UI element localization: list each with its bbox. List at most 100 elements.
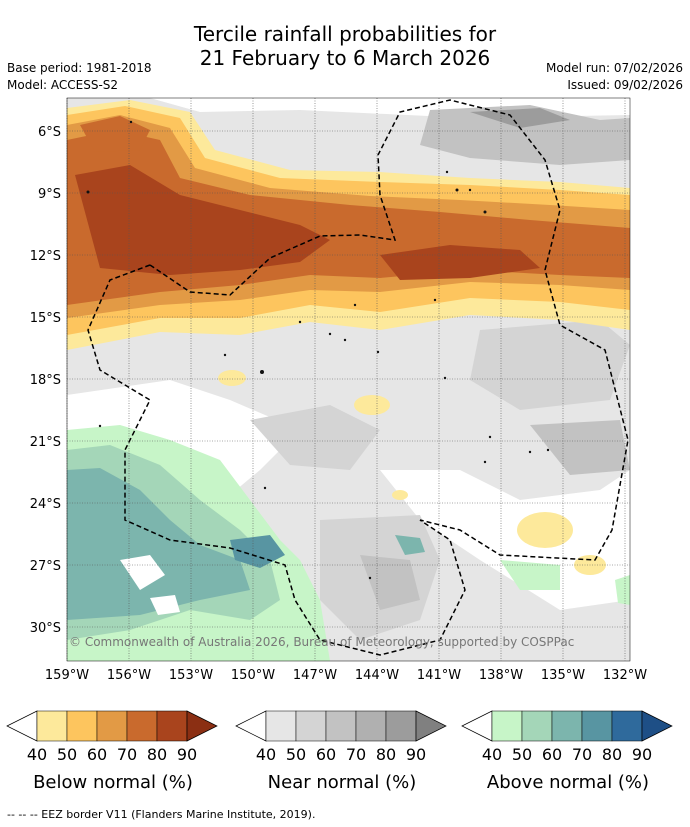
eez-border-french-polynesia xyxy=(87,264,466,656)
lon-label: 147°W xyxy=(293,668,337,683)
legend-near-normal: Near normal (%) 40 50 60 70 80 90 xyxy=(235,710,447,793)
lon-label: 153°W xyxy=(169,668,213,683)
legend-color-box xyxy=(36,710,68,742)
lat-labels: 6°S 9°S 12°S 15°S 18°S 21°S 24°S 27°S 30… xyxy=(30,125,61,636)
legend-high-arrow xyxy=(186,710,218,742)
lon-label: 141°W xyxy=(417,668,461,683)
legend-tick-label: 80 xyxy=(147,745,167,764)
lon-label: 156°W xyxy=(107,668,151,683)
lon-label: 135°W xyxy=(541,668,585,683)
below-normal-patch-5 xyxy=(392,490,408,500)
near-normal-50-center xyxy=(250,405,380,470)
legend-tick-label: 90 xyxy=(632,745,652,764)
near-normal-90-north xyxy=(470,108,570,128)
above-normal-patch-east xyxy=(395,535,425,555)
above-normal-70 xyxy=(230,535,285,568)
near-normal-70-east xyxy=(530,420,630,475)
legend-above-normal: Above normal (%) 40 50 60 70 80 90 xyxy=(461,710,673,793)
legend-tick-label: 50 xyxy=(57,745,77,764)
probability-map xyxy=(67,98,630,661)
meta-right: Model run: 07/02/2026 Issued: 09/02/2026 xyxy=(546,60,683,94)
lon-label: 132°W xyxy=(603,668,647,683)
legend-color-box xyxy=(385,710,417,742)
legend-tick-label: 70 xyxy=(117,745,137,764)
below-normal-70-nw xyxy=(80,116,150,152)
title-line-2: 21 February to 6 March 2026 xyxy=(199,46,491,70)
legend-tick-label: 60 xyxy=(87,745,107,764)
lat-label: 21°S xyxy=(30,435,61,450)
lat-label: 6°S xyxy=(38,125,61,140)
legend-color-box xyxy=(491,710,523,742)
legend-color-box xyxy=(265,710,297,742)
legend-tick-label: 90 xyxy=(177,745,197,764)
eez-borders xyxy=(87,99,629,656)
legend-color-box xyxy=(581,710,613,742)
legend-tick-label: 40 xyxy=(27,745,47,764)
legend-color-box xyxy=(325,710,357,742)
legend-tick-label: 40 xyxy=(482,745,502,764)
below-normal-80-east xyxy=(380,245,540,280)
legend-tick-label: 40 xyxy=(256,745,276,764)
lon-labels: 159°W 156°W 153°W 150°W 147°W 144°W 141°… xyxy=(45,668,647,683)
legend-tick-label: 60 xyxy=(316,745,336,764)
legend-color-box xyxy=(156,710,188,742)
legend-low-arrow xyxy=(6,710,38,742)
neutral-patch-sw-2 xyxy=(150,595,180,615)
legend-color-box xyxy=(355,710,387,742)
above-normal-patch-se xyxy=(500,560,560,590)
above-normal-60 xyxy=(67,468,250,620)
lon-label: 159°W xyxy=(45,668,89,683)
model-run: Model run: 07/02/2026 xyxy=(545,61,683,75)
lat-label: 30°S xyxy=(30,621,61,636)
below-normal-patch-1 xyxy=(354,395,390,415)
lat-label: 27°S xyxy=(30,559,61,574)
eez-border-east xyxy=(149,99,629,561)
lon-label: 150°W xyxy=(231,668,275,683)
legend-low-arrow xyxy=(235,710,267,742)
below-normal-80-west xyxy=(75,165,330,275)
below-normal-patch-2 xyxy=(218,370,246,386)
legend-tick-label: 70 xyxy=(572,745,592,764)
legend-title: Above normal (%) xyxy=(487,772,649,793)
page-title: Tercile rainfall probabilities for 21 Fe… xyxy=(0,22,690,70)
neutral-patch-sw-1 xyxy=(120,555,165,590)
legend-color-box xyxy=(295,710,327,742)
lat-label: 24°S xyxy=(30,497,61,512)
legend-color-box xyxy=(126,710,158,742)
above-normal-patch-far-east xyxy=(615,575,630,605)
copyright-text: © Commonwealth of Australia 2026, Bureau… xyxy=(69,635,574,649)
legend-color-box xyxy=(96,710,128,742)
lat-label: 9°S xyxy=(38,187,61,202)
legend-color-box xyxy=(66,710,98,742)
lat-label: 12°S xyxy=(30,249,61,264)
legend-low-arrow xyxy=(461,710,493,742)
legend-tick-label: 50 xyxy=(286,745,306,764)
lat-label: 18°S xyxy=(30,373,61,388)
legend-tick-label: 90 xyxy=(406,745,426,764)
lat-label: 15°S xyxy=(30,311,61,326)
near-normal-70-south xyxy=(360,555,420,610)
legend-title: Near normal (%) xyxy=(268,772,417,793)
islands xyxy=(86,120,550,580)
legend-tick-label: 80 xyxy=(602,745,622,764)
legend-color-box xyxy=(611,710,643,742)
legend-tick-label: 50 xyxy=(512,745,532,764)
meta-left: Base period: 1981-2018 Model: ACCESS-S2 xyxy=(7,60,152,94)
neutral-zone-east xyxy=(380,470,630,610)
base-period: Base period: 1981-2018 xyxy=(7,61,152,75)
legend-tick-label: 60 xyxy=(542,745,562,764)
footer-note: -- -- -- EEZ border V11 (Flanders Marine… xyxy=(7,808,316,821)
legend-title: Below normal (%) xyxy=(33,772,193,793)
issued-date: Issued: 09/02/2026 xyxy=(567,78,683,92)
below-normal-patch-3 xyxy=(517,512,573,548)
lon-label: 144°W xyxy=(355,668,399,683)
legend-high-arrow xyxy=(641,710,673,742)
legend-tick-label: 80 xyxy=(376,745,396,764)
legend-below-normal: Below normal (%) 40 50 60 70 80 90 xyxy=(6,710,218,793)
legend-color-box xyxy=(521,710,553,742)
title-line-1: Tercile rainfall probabilities for xyxy=(193,22,497,46)
legends: Below normal (%) 40 50 60 70 80 90 Near norma… xyxy=(6,710,673,793)
map-frame xyxy=(66,97,631,662)
lon-label: 138°W xyxy=(479,668,523,683)
